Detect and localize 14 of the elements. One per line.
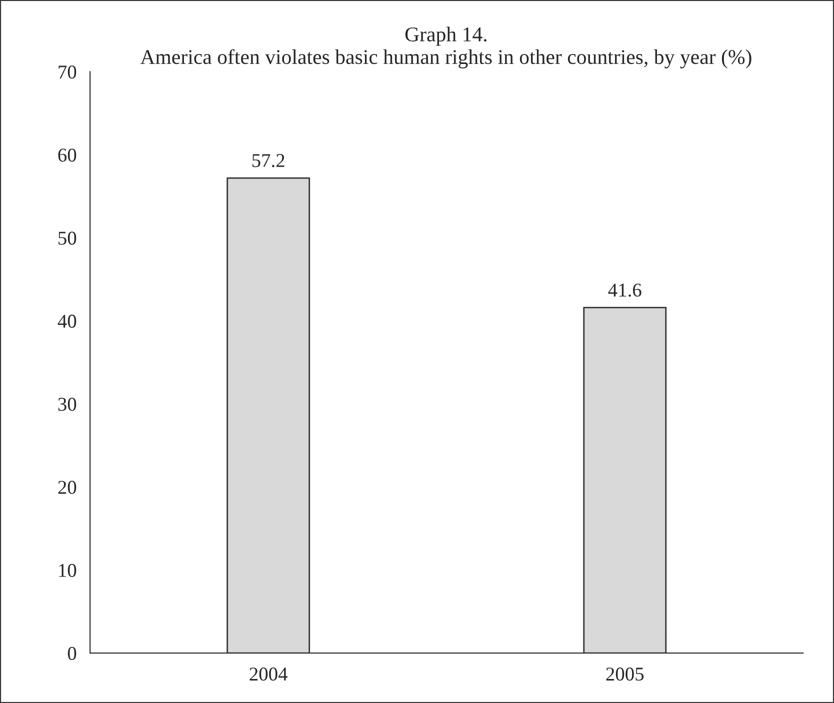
chart-title: Graph 14. [405,26,486,46]
y-tick-label: 50 [58,232,76,245]
y-tick-label: 0 [68,646,76,660]
y-tick-label: 20 [58,480,76,494]
y-tick-label: 60 [58,148,76,162]
x-tick-label: 2005 [606,668,644,681]
data-label: 57.2 [252,154,284,168]
y-tick-label: 70 [58,66,76,79]
y-tick-label: 30 [58,398,76,411]
y-tick-label: 10 [59,564,76,577]
x-tick-label: 2004 [250,668,288,681]
data-label: 41.6 [608,284,642,297]
chart-subtitle: America often violates basic human rights in other countries, by year (%) [140,49,752,68]
y-tick-label: 40 [58,314,76,328]
